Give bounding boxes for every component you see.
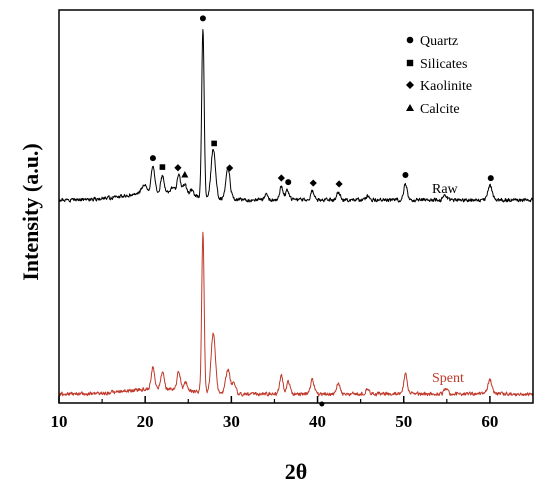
silicates-marker	[211, 140, 217, 147]
x-tick-label: 60	[481, 412, 498, 431]
legend: Quartz Silicates Kaolinite Calcite	[406, 34, 472, 117]
quartz-marker	[285, 179, 292, 186]
x-axis-ticks	[58, 396, 491, 403]
kaolinite-marker	[277, 174, 285, 182]
x-tick-label: 40	[309, 412, 326, 431]
legend-triangle-marker	[406, 104, 414, 111]
legend-label-quartz: Quartz	[420, 34, 458, 49]
spent-line	[58, 231, 534, 397]
quartz-marker	[199, 15, 206, 22]
plot-frame	[58, 9, 534, 404]
legend-label-calcite: Calcite	[420, 102, 460, 117]
calcite-marker	[181, 171, 189, 178]
x-tick-label: 20	[137, 412, 154, 431]
legend-label-kaolinite: Kaolinite	[420, 79, 472, 94]
raw-line	[58, 28, 534, 203]
quartz-marker	[149, 155, 156, 162]
spent-series	[58, 231, 534, 397]
legend-diamond-marker	[406, 81, 414, 89]
series-label-raw: Raw	[432, 182, 459, 197]
x-tick-label: 50	[395, 412, 412, 431]
raw-series	[58, 28, 534, 203]
kaolinite-marker	[309, 179, 317, 187]
quartz-marker	[487, 175, 494, 182]
series-label-spent: Spent	[432, 371, 464, 386]
kaolinite-marker	[174, 164, 182, 172]
x-tick-label: 10	[51, 412, 68, 431]
x-axis-tick-labels: 10 20 30 40 50 60	[51, 412, 499, 431]
x-axis-title: 2θ	[285, 459, 307, 484]
silicates-marker	[159, 164, 166, 170]
quartz-marker	[402, 172, 409, 178]
kaolinite-marker	[335, 180, 343, 188]
y-axis-title: Intensity (a.u.)	[18, 143, 43, 281]
raw-peak-markers	[149, 15, 494, 407]
kaolinite-marker	[226, 164, 234, 172]
x-tick-label: 30	[223, 412, 240, 431]
legend-label-silicates: Silicates	[420, 57, 467, 72]
legend-circle-marker	[406, 36, 414, 44]
legend-square-marker	[406, 59, 414, 67]
